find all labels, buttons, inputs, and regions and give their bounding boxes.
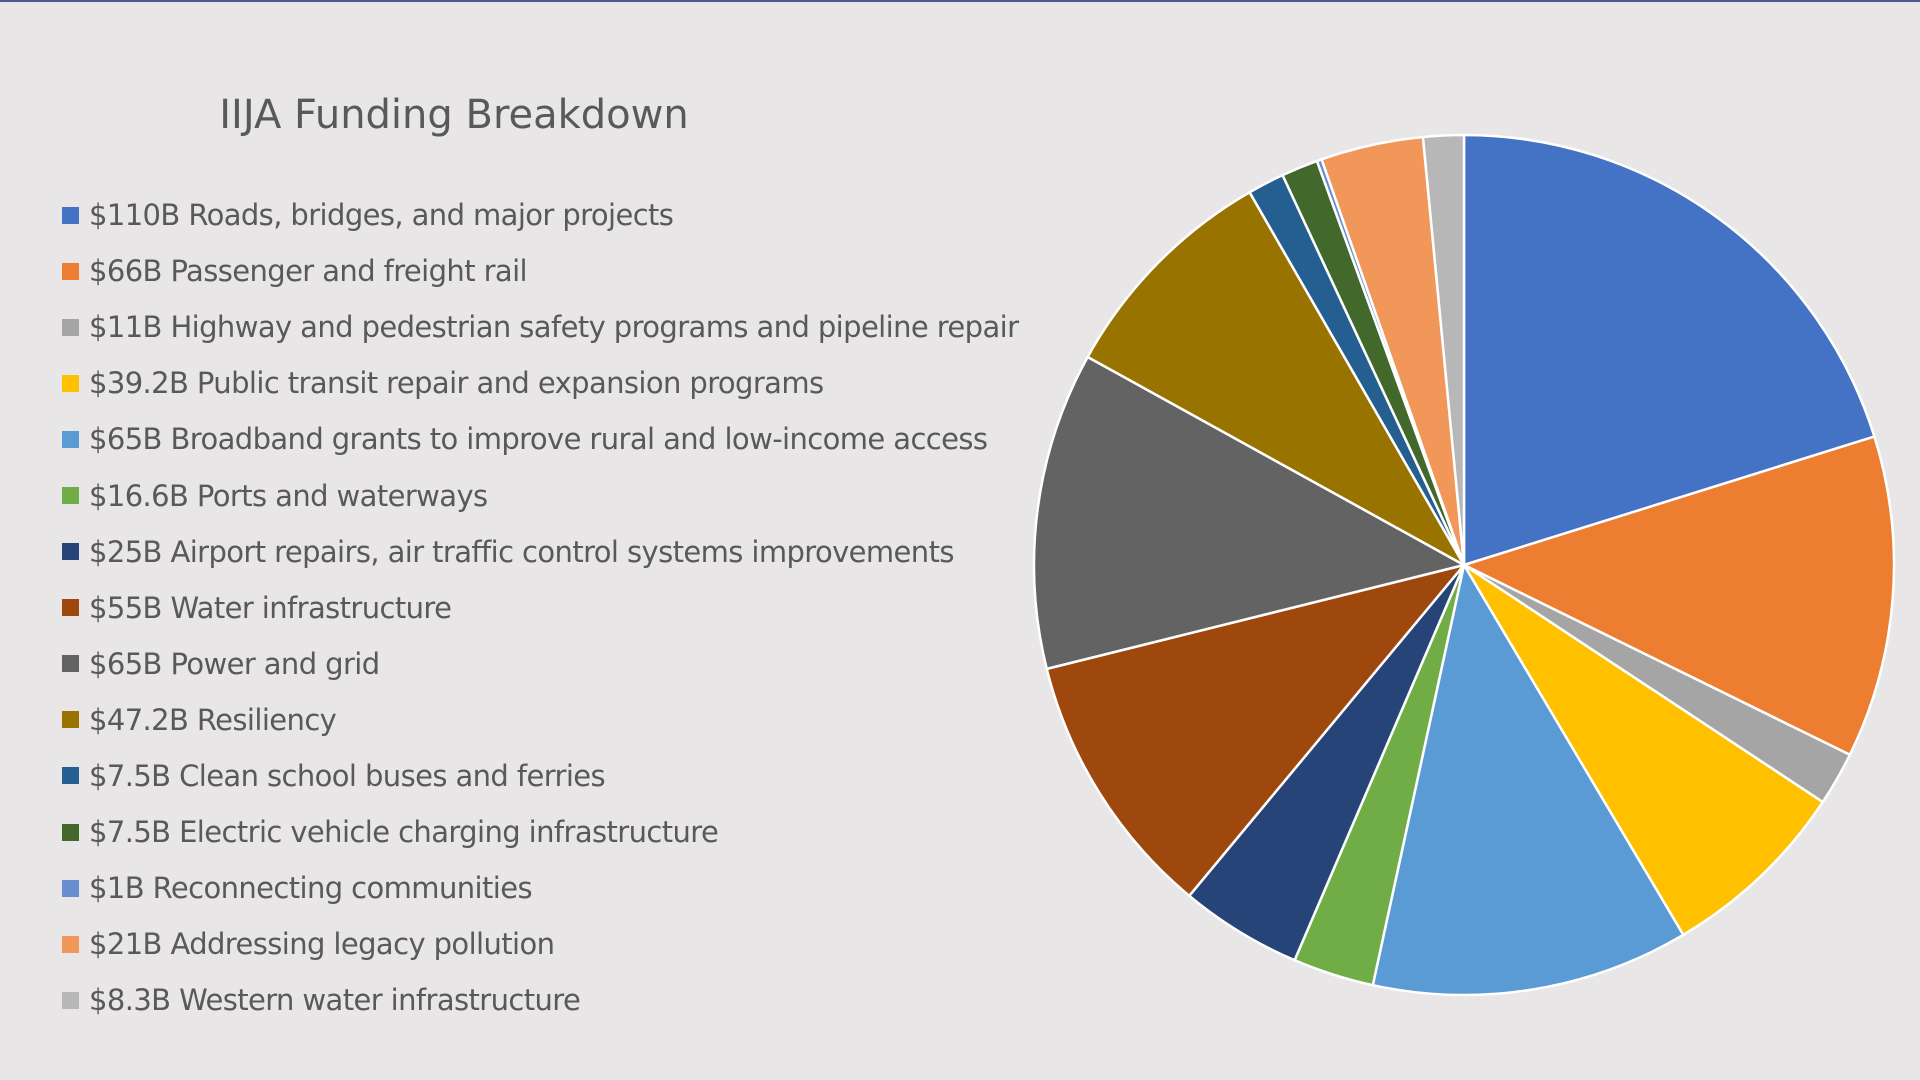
chart-title: IIJA Funding Breakdown bbox=[219, 92, 689, 138]
legend-swatch bbox=[62, 935, 79, 953]
legend-item: $7.5B Clean school buses and ferries bbox=[62, 748, 1018, 804]
legend-swatch bbox=[62, 374, 79, 392]
legend-label: $8.3B Western water infrastructure bbox=[89, 983, 581, 1018]
legend-label: $55B Water infrastructure bbox=[89, 590, 452, 625]
legend-label: $65B Broadband grants to improve rural a… bbox=[89, 422, 988, 457]
top-rule bbox=[0, 0, 1920, 2]
legend-swatch bbox=[62, 711, 79, 729]
legend-item: $7.5B Electric vehicle charging infrastr… bbox=[62, 804, 1018, 860]
legend-label: $39.2B Public transit repair and expansi… bbox=[89, 366, 824, 401]
pie-slice bbox=[1462, 563, 1825, 937]
legend-item: $65B Power and grid bbox=[62, 636, 1018, 692]
legend-swatch bbox=[62, 991, 79, 1009]
legend-label: $7.5B Clean school buses and ferries bbox=[89, 758, 606, 793]
pie-slice bbox=[1462, 435, 1896, 757]
legend-item: $39.2B Public transit repair and expansi… bbox=[62, 355, 1018, 411]
legend-label: $110B Roads, bridges, and major projects bbox=[89, 198, 674, 233]
legend-item: $47.2B Resiliency bbox=[62, 692, 1018, 748]
legend-item: $16.6B Ports and waterways bbox=[62, 467, 1018, 523]
legend-label: $16.6B Ports and waterways bbox=[89, 478, 488, 513]
pie-slice bbox=[1462, 133, 1876, 567]
legend-swatch bbox=[62, 318, 79, 336]
pie-slice bbox=[1086, 191, 1466, 567]
legend-label: $7.5B Electric vehicle charging infrastr… bbox=[89, 815, 719, 850]
legend-label: $25B Airport repairs, air traffic contro… bbox=[89, 534, 954, 569]
legend-item: $21B Addressing legacy pollution bbox=[62, 916, 1018, 972]
legend-swatch bbox=[62, 206, 79, 224]
pie-slice bbox=[1371, 563, 1685, 997]
legend-swatch bbox=[62, 767, 79, 785]
legend-item: $65B Broadband grants to improve rural a… bbox=[62, 411, 1018, 467]
pie-slice bbox=[1045, 563, 1466, 898]
legend-item: $1B Reconnecting communities bbox=[62, 860, 1018, 916]
legend-swatch bbox=[62, 879, 79, 897]
legend-item: $11B Highway and pedestrian safety progr… bbox=[62, 299, 1019, 355]
legend-label: $11B Highway and pedestrian safety progr… bbox=[89, 310, 1019, 345]
legend-swatch bbox=[62, 655, 79, 673]
legend-label: $66B Passenger and freight rail bbox=[89, 254, 528, 289]
legend-item: $66B Passenger and freight rail bbox=[62, 243, 1018, 299]
legend-label: $21B Addressing legacy pollution bbox=[89, 927, 555, 962]
legend-label: $65B Power and grid bbox=[89, 646, 380, 681]
legend-swatch bbox=[62, 823, 79, 841]
pie-slice bbox=[1032, 355, 1466, 671]
legend-swatch bbox=[62, 543, 79, 561]
legend-item: $8.3B Western water infrastructure bbox=[62, 972, 1018, 1028]
legend-label: $1B Reconnecting communities bbox=[89, 871, 533, 906]
legend-label: $47.2B Resiliency bbox=[89, 702, 337, 737]
legend-swatch bbox=[62, 599, 79, 617]
legend-item: $110B Roads, bridges, and major projects bbox=[62, 187, 1018, 243]
chart-legend: $110B Roads, bridges, and major projects… bbox=[62, 187, 1019, 1028]
legend-item: $55B Water infrastructure bbox=[62, 580, 1018, 636]
legend-swatch bbox=[62, 430, 79, 448]
legend-item: $25B Airport repairs, air traffic contro… bbox=[62, 524, 1018, 580]
pie-slice bbox=[1421, 133, 1466, 567]
legend-swatch bbox=[62, 487, 79, 505]
legend-swatch bbox=[62, 262, 79, 280]
